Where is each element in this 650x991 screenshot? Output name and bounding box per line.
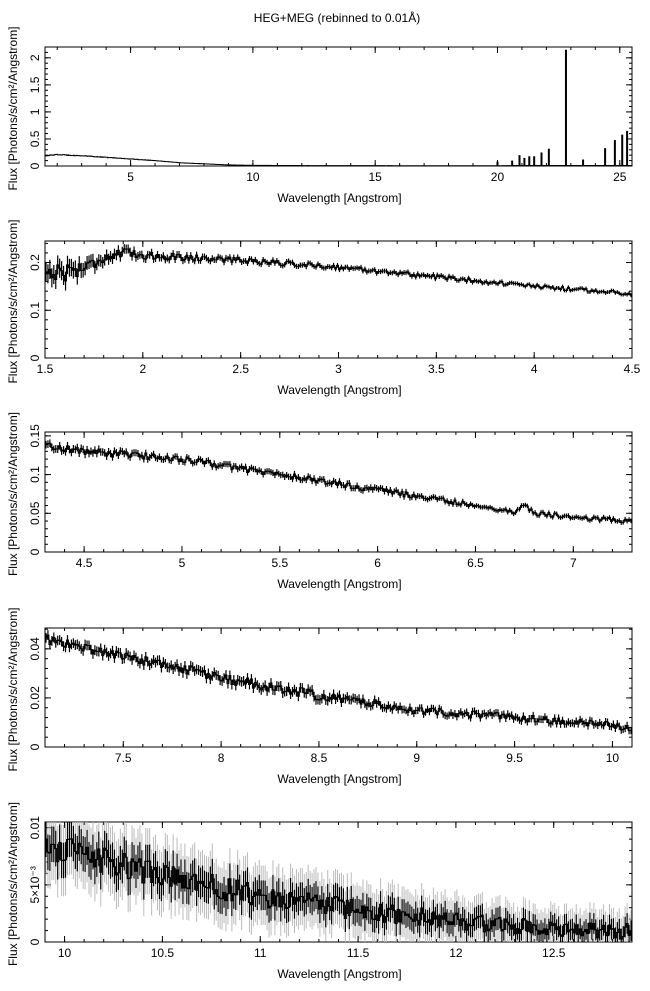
plot-frame xyxy=(44,431,633,553)
chart-panel-3: 4.5 5 5.5 6 6.5 7 0 0.05 0.1 0.15 Wavelength [Angs… xyxy=(6,412,633,591)
y-axis-label: Flux [Photons/s/cm²/Angstrom] xyxy=(6,607,20,771)
x-tick-label: 9.5 xyxy=(506,751,523,765)
plot-frame xyxy=(44,627,633,748)
x-tick-label: 7 xyxy=(570,556,577,570)
x-tick-label: 5 xyxy=(179,556,186,570)
data-layer xyxy=(45,439,632,525)
y-axis-label: Flux [Photons/s/cm²/Angstrom] xyxy=(6,26,20,190)
y-tick-label: 0.04 xyxy=(28,637,42,661)
plot-frame xyxy=(44,46,633,167)
x-axis-label: Wavelength [Angstrom] xyxy=(277,191,401,205)
figure-title: HEG+MEG (rebinned to 0.01Å) xyxy=(254,10,420,25)
y-tick-label: 1.5 xyxy=(28,76,42,93)
x-tick-label: 3.5 xyxy=(428,362,445,376)
x-tick-label: 9 xyxy=(413,751,420,765)
y-tick-label: 0 xyxy=(28,354,42,361)
chart-panel-2: 1.5 2 2.5 3 3.5 4 4.5 0 0.1 0.2 Wavelength [Angstr… xyxy=(6,219,641,397)
plot-frame xyxy=(44,821,633,943)
x-axis-label: Wavelength [Angstrom] xyxy=(277,383,401,397)
y-tick-label: 0.1 xyxy=(28,466,42,483)
chart-panel-1: 5 10 15 20 25 0 0.5 1 1.5 2 Wavelength [Angstrom] F… xyxy=(6,26,633,205)
y-tick-label: 0.01 xyxy=(28,816,42,840)
y-tick-label: 5×10⁻³ xyxy=(28,866,42,903)
y-tick-label: 0 xyxy=(28,938,42,945)
y-axis-label: Flux [Photons/s/cm²/Angstrom] xyxy=(6,802,20,966)
error-bars xyxy=(45,630,632,735)
data-layer xyxy=(45,630,632,735)
spectrum-line xyxy=(45,634,632,732)
x-tick-label: 10 xyxy=(606,751,620,765)
x-tick-label: 8 xyxy=(218,751,225,765)
chart-panel-4: 7.5 8 8.5 9 9.5 10 0 0.02 0.04 Wavelength [Angstr… xyxy=(6,607,633,786)
x-tick-label: 10.5 xyxy=(151,946,175,960)
x-axis-label: Wavelength [Angstrom] xyxy=(277,772,401,786)
data-layer xyxy=(45,244,632,298)
y-tick-label: 0.02 xyxy=(28,686,42,710)
x-tick-label: 4.5 xyxy=(624,362,641,376)
y-tick-label: 0 xyxy=(28,743,42,750)
data-layer xyxy=(45,49,632,166)
x-tick-label: 7.5 xyxy=(115,751,132,765)
x-tick-label: 12 xyxy=(449,946,463,960)
y-tick-label: 0.15 xyxy=(28,424,42,448)
x-tick-label: 3 xyxy=(335,362,342,376)
y-tick-label: 2 xyxy=(28,54,42,61)
y-tick-label: 0 xyxy=(28,548,42,555)
x-axis-label: Wavelength [Angstrom] xyxy=(277,577,401,591)
x-tick-label: 10 xyxy=(246,170,260,184)
y-tick-label: 0.5 xyxy=(28,130,42,147)
x-tick-label: 5 xyxy=(127,170,134,184)
y-axis-label: Flux [Photons/s/cm²/Angstrom] xyxy=(6,412,20,576)
x-tick-label: 15 xyxy=(369,170,383,184)
y-tick-label: 0.05 xyxy=(28,501,42,525)
x-tick-label: 25 xyxy=(613,170,627,184)
y-tick-label: 0.1 xyxy=(28,302,42,319)
data-layer xyxy=(45,822,632,942)
x-tick-label: 11.5 xyxy=(347,946,370,960)
spectrum-line xyxy=(45,153,632,166)
x-tick-label: 20 xyxy=(491,170,505,184)
y-tick-label: 0.2 xyxy=(28,254,42,271)
x-tick-label: 2 xyxy=(139,362,146,376)
plot-frame xyxy=(44,240,633,359)
y-tick-label: 0 xyxy=(28,162,42,169)
spectrum-line xyxy=(45,248,632,296)
x-tick-label: 10 xyxy=(58,946,72,960)
error-bars xyxy=(45,154,632,166)
x-axis-label: Wavelength [Angstrom] xyxy=(277,967,401,981)
y-tick-label: 1 xyxy=(28,108,42,115)
spectrum-line xyxy=(45,442,632,524)
x-tick-label: 6 xyxy=(374,556,381,570)
y-axis-label: Flux [Photons/s/cm²/Angstrom] xyxy=(6,219,20,383)
x-tick-label: 4 xyxy=(531,362,538,376)
x-tick-label: 6.5 xyxy=(467,556,484,570)
x-tick-label: 5.5 xyxy=(271,556,288,570)
x-tick-label: 1.5 xyxy=(37,362,54,376)
x-tick-label: 2.5 xyxy=(232,362,249,376)
chart-panel-5: 10 10.5 11 11.5 12 12.5 0 5×10⁻³ 0.01 Wavelength … xyxy=(6,802,633,981)
spectrum-line xyxy=(45,838,632,940)
x-tick-label: 8.5 xyxy=(311,751,328,765)
error-bars xyxy=(45,244,632,298)
x-tick-label: 12.5 xyxy=(542,946,566,960)
x-tick-label: 11 xyxy=(254,946,267,960)
x-tick-label: 4.5 xyxy=(76,556,93,570)
